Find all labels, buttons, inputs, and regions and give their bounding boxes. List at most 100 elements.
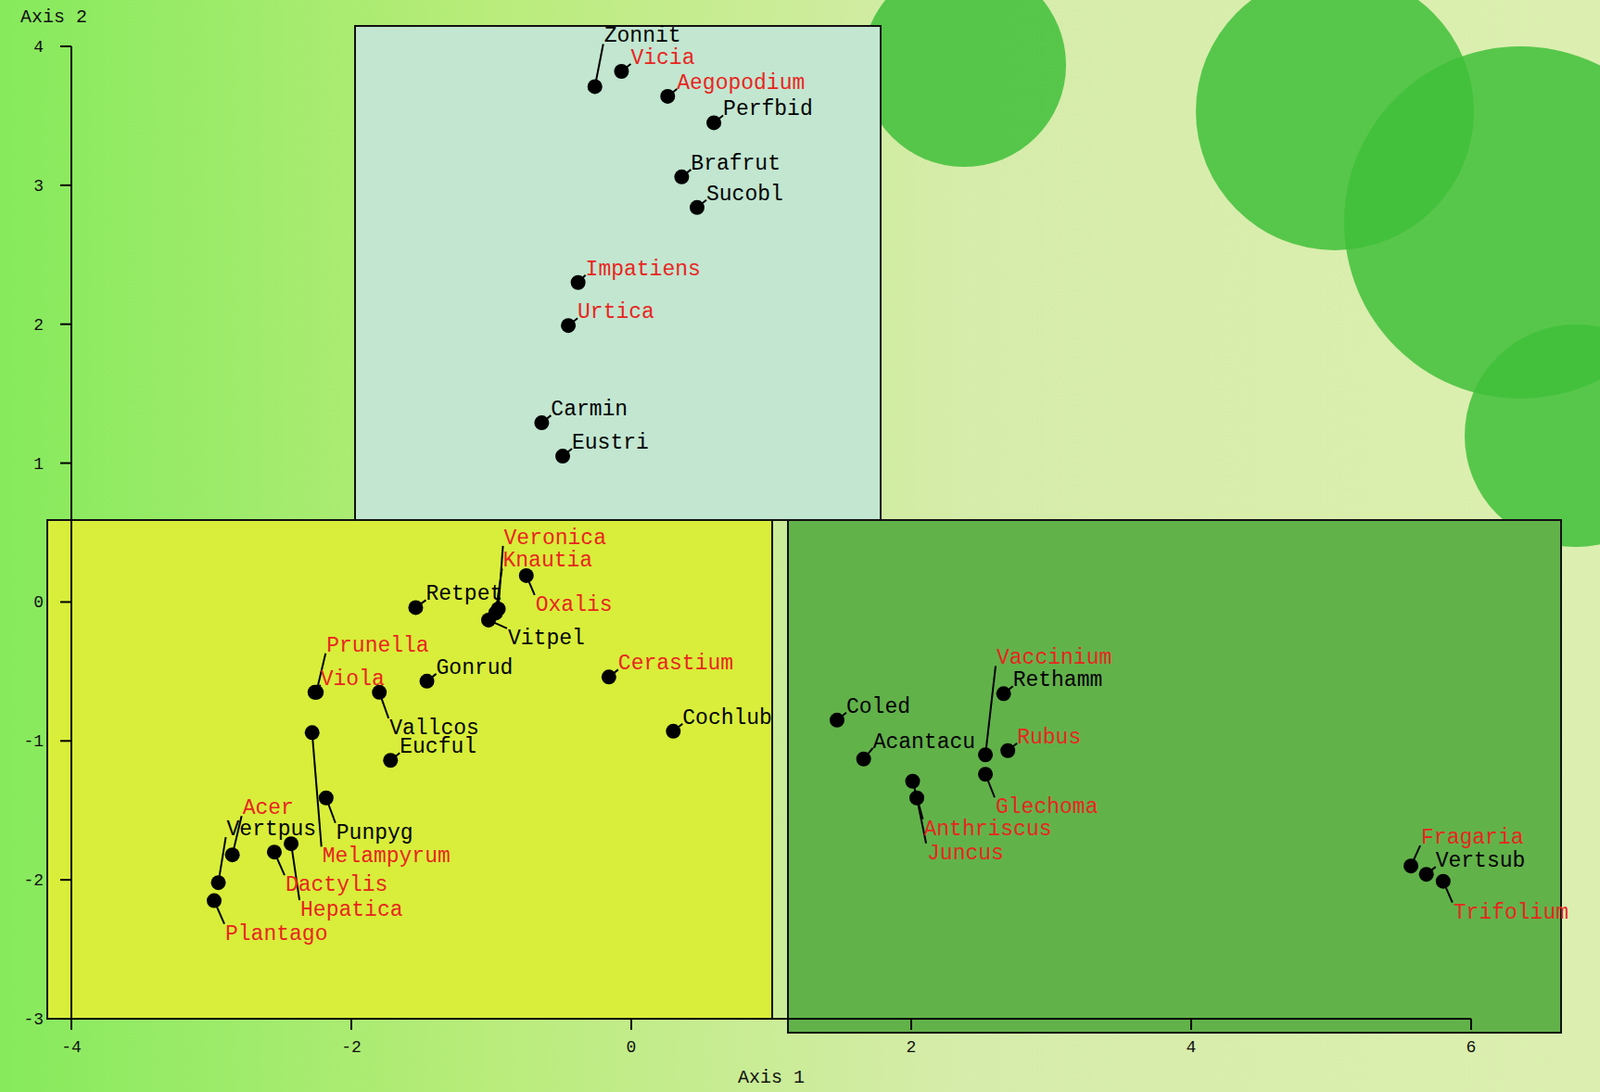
point-label: Urtica <box>577 300 655 325</box>
point-label: Brafrut <box>690 152 781 177</box>
point <box>206 893 222 909</box>
chart: -3-2-101234-4-20246Axis 1Axis 2ZonnitPer… <box>0 0 1600 1092</box>
point-label: Knautia <box>503 548 594 573</box>
point-label: Carmin <box>550 397 628 422</box>
point <box>318 790 334 806</box>
point-label: Vertsub <box>1435 849 1526 874</box>
points <box>206 63 1451 909</box>
x-axis-title: Axis 1 <box>737 1066 805 1089</box>
y-axis <box>70 46 73 1019</box>
x-tick <box>910 1018 913 1030</box>
point <box>587 78 603 94</box>
x-tick <box>1190 1018 1193 1030</box>
x-tick <box>350 1018 353 1030</box>
point-label: Eustri <box>571 431 649 456</box>
leaf <box>862 0 1067 167</box>
point <box>613 63 629 79</box>
point-label: Trifolium <box>1453 901 1569 926</box>
y-tick <box>60 878 72 881</box>
point-label: Cochlub <box>682 706 773 731</box>
point-label: Oxalis <box>535 593 613 618</box>
point-label: Anthriscus <box>924 817 1053 842</box>
point <box>488 605 504 621</box>
y-axis-title: Axis 2 <box>20 6 88 28</box>
point <box>382 752 398 768</box>
point-label: Viola <box>320 667 385 692</box>
point-label: Hepatica <box>300 898 404 923</box>
point <box>829 712 845 728</box>
point-label: Aegopodium <box>676 71 805 96</box>
point <box>1435 874 1451 889</box>
point <box>211 875 227 890</box>
point <box>555 448 571 464</box>
point <box>225 847 241 863</box>
x-tick-label: 4 <box>1186 1038 1197 1057</box>
point-label: Gonrud <box>436 656 514 681</box>
point <box>1000 743 1016 759</box>
x-tick <box>630 1018 633 1030</box>
point <box>571 275 586 291</box>
y-tick <box>60 739 72 742</box>
panel <box>787 520 1562 1033</box>
panel <box>47 520 773 1019</box>
x-tick-label: -2 <box>341 1038 362 1057</box>
y-tick-label: -2 <box>23 871 44 890</box>
point-label: Cerastium <box>618 651 734 676</box>
point-label: Vaccinium <box>996 646 1112 671</box>
point <box>560 317 576 333</box>
x-tick <box>1470 1018 1473 1030</box>
point-label: Glechoma <box>995 795 1099 820</box>
y-tick <box>60 323 72 326</box>
point-label: Plantago <box>225 922 328 947</box>
decoration <box>862 0 1600 547</box>
point-label: Rubus <box>1016 725 1081 750</box>
point <box>1403 858 1419 874</box>
y-tick <box>60 184 72 187</box>
point <box>673 169 689 185</box>
leaders <box>214 43 1453 924</box>
point <box>905 774 921 789</box>
point-label: Dactylis <box>285 873 388 898</box>
point-label: Acantacu <box>873 730 976 755</box>
point-label: Punpyg <box>336 821 414 846</box>
point <box>304 724 320 740</box>
point-label: Prunella <box>326 634 430 659</box>
point <box>1419 866 1435 882</box>
x-tick-label: 0 <box>626 1038 637 1057</box>
point <box>996 685 1012 701</box>
point <box>977 747 993 762</box>
point-label: Fragaria <box>1421 825 1524 851</box>
point <box>407 599 423 615</box>
point <box>266 844 282 860</box>
point <box>909 790 925 806</box>
point-label: Sucobl <box>706 182 784 207</box>
y-tick-label: 4 <box>33 38 44 57</box>
point-label: Coled <box>846 695 911 720</box>
point-label: Vertpus <box>227 817 318 842</box>
y-tick-label: -3 <box>23 1010 44 1029</box>
y-tick <box>60 45 72 48</box>
labels: ZonnitPerfbidBrafrutSucoblCarminEustriRe… <box>225 24 1569 946</box>
point-label: Melampyrum <box>322 844 451 869</box>
point <box>689 200 705 216</box>
y-tick <box>60 1017 72 1020</box>
panel <box>355 25 881 521</box>
point-label: Retpet <box>425 582 503 607</box>
y-tick-label: 0 <box>33 593 44 612</box>
y-tick <box>60 462 72 465</box>
y-tick-label: 1 <box>33 455 44 474</box>
x-tick-label: 2 <box>906 1038 917 1057</box>
point-label: Rethamm <box>1013 668 1104 693</box>
point-label: Vitpel <box>507 626 585 651</box>
point <box>601 669 617 685</box>
x-tick-label: -4 <box>61 1038 82 1057</box>
leaf <box>1464 324 1600 547</box>
point-label: Juncus <box>926 841 1004 866</box>
x-axis <box>71 1017 1472 1020</box>
point-label: Impatiens <box>585 257 701 282</box>
y-tick-label: 3 <box>33 177 44 196</box>
leaf <box>1195 0 1474 251</box>
point-label: Acer <box>242 796 294 821</box>
y-tick-label: -1 <box>23 732 44 751</box>
point <box>660 88 675 104</box>
